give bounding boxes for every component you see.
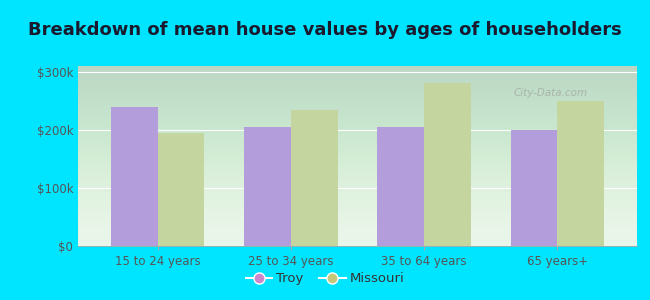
Bar [158,133,205,246]
Bar [378,127,424,246]
Bar [557,101,604,246]
Legend: Troy, Missouri: Troy, Missouri [240,267,410,290]
Bar [244,127,291,246]
Bar [424,83,471,246]
Bar [111,106,158,246]
Text: Breakdown of mean house values by ages of householders: Breakdown of mean house values by ages o… [28,21,622,39]
Bar [510,130,557,246]
Text: City-Data.com: City-Data.com [514,88,588,98]
Bar [291,110,337,246]
